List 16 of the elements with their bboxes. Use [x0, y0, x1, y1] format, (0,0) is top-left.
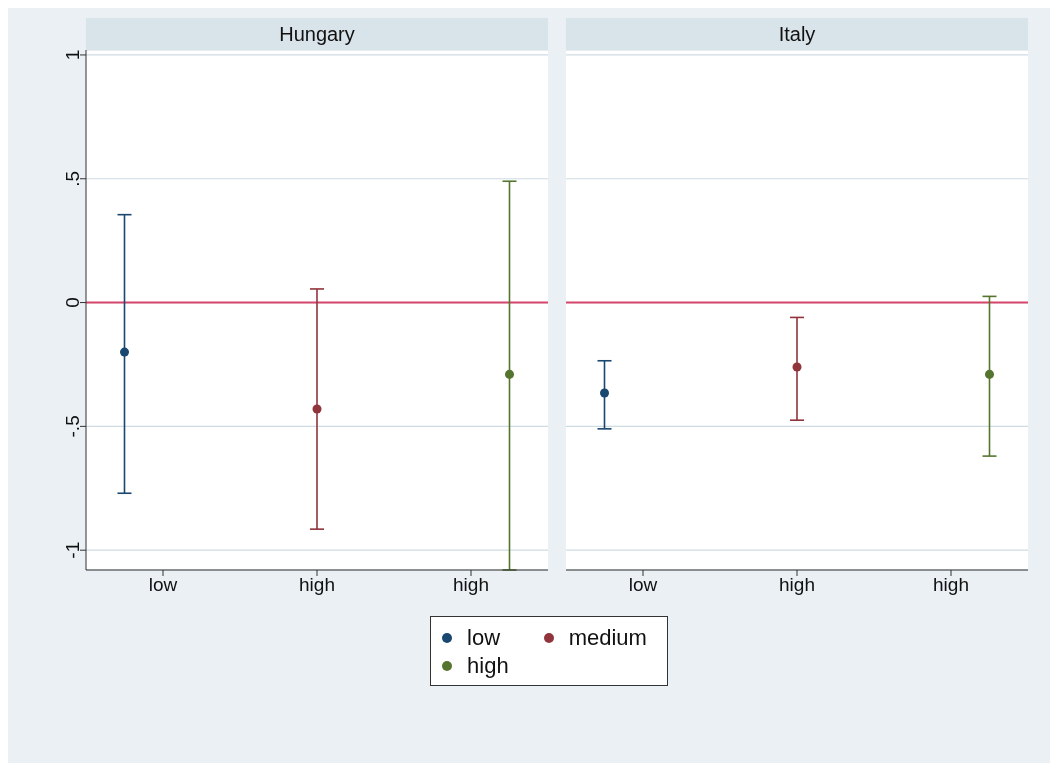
- y-tick-label: .5: [61, 170, 83, 187]
- y-tick-label: -.5: [61, 415, 83, 438]
- y-tick-label: -1: [61, 541, 83, 559]
- y-tick-label: 0: [61, 297, 83, 308]
- legend-label: low: [467, 625, 501, 651]
- x-tick-label: high: [933, 574, 969, 596]
- x-tick-label: high: [299, 574, 335, 596]
- x-tick-label: high: [779, 574, 815, 596]
- x-tick-label: low: [148, 574, 178, 596]
- chart-title: Italy: [566, 18, 1028, 50]
- chart-title: Hungary: [86, 18, 548, 50]
- legend-label: high: [467, 653, 509, 679]
- x-tick-label: low: [628, 574, 658, 596]
- legend-label: medium: [568, 625, 647, 651]
- y-tick-label: 1: [61, 49, 83, 61]
- x-tick-label: high: [453, 574, 489, 596]
